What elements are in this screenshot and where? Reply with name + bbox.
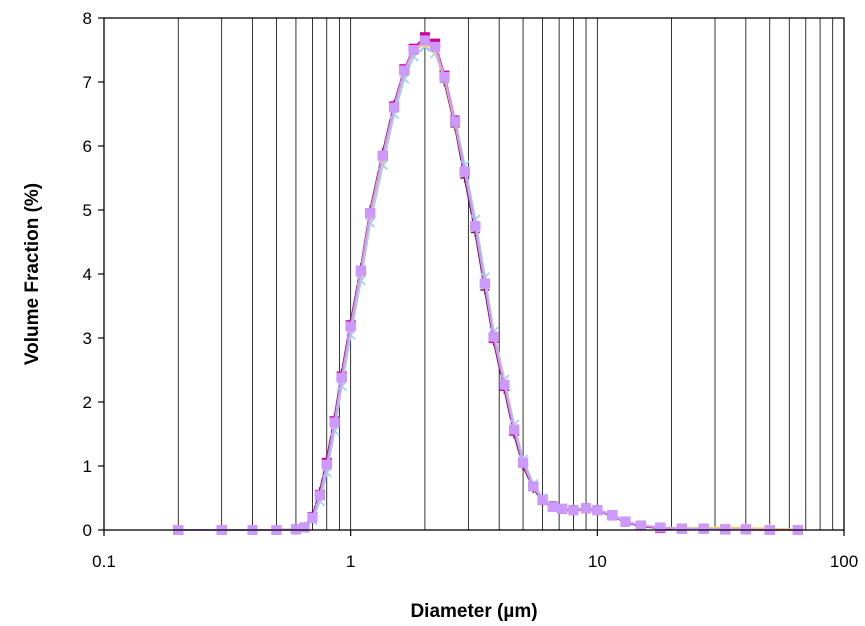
data-point — [377, 150, 388, 161]
data-point — [509, 424, 520, 435]
data-point — [389, 102, 400, 113]
data-point — [419, 35, 430, 46]
data-point — [439, 71, 450, 82]
y-tick-label: 5 — [83, 201, 92, 220]
data-point — [592, 505, 603, 516]
y-axis-title: Volume Fraction (%) — [22, 183, 43, 365]
data-point — [470, 221, 481, 231]
data-point — [459, 166, 470, 177]
data-point — [635, 520, 646, 531]
y-tick-label: 7 — [83, 73, 92, 92]
y-tick-label: 3 — [83, 329, 92, 348]
x-tick-label: 1 — [346, 552, 355, 571]
data-point — [655, 522, 666, 533]
data-point — [345, 321, 356, 332]
y-tick-label: 4 — [83, 265, 92, 284]
data-point — [537, 494, 548, 505]
y-tick-label: 6 — [83, 137, 92, 156]
series-group — [173, 32, 803, 536]
x-tick-label: 100 — [830, 552, 858, 571]
x-tick-label: 0.1 — [92, 552, 116, 571]
x-axis-title: Diameter (µm) — [410, 601, 537, 622]
data-point — [581, 503, 592, 514]
plot-background — [104, 18, 844, 530]
data-point — [488, 331, 499, 342]
data-point — [299, 522, 310, 533]
x-axis: 0.1 1 10 100 — [92, 530, 858, 571]
data-point — [399, 65, 410, 76]
data-point — [676, 523, 687, 534]
data-point — [528, 481, 539, 492]
series-line — [178, 39, 798, 531]
data-point — [365, 208, 376, 219]
data-point — [408, 45, 419, 55]
data-point — [607, 510, 618, 521]
data-point — [430, 41, 441, 52]
data-point — [329, 417, 340, 428]
data-point — [557, 503, 568, 514]
y-axis: 0 1 2 3 4 5 6 7 8 — [83, 9, 104, 540]
data-point — [336, 380, 347, 392]
data-point — [314, 490, 325, 501]
data-point — [620, 516, 631, 527]
data-point — [518, 457, 529, 468]
data-point — [479, 278, 490, 289]
data-point — [568, 505, 579, 516]
data-point — [336, 372, 347, 383]
data-point — [321, 459, 332, 470]
data-point — [547, 501, 558, 512]
data-point — [499, 379, 510, 390]
y-tick-label: 0 — [83, 521, 92, 540]
data-point — [307, 512, 318, 523]
y-tick-label: 8 — [83, 9, 92, 28]
data-point — [345, 329, 356, 340]
data-point — [355, 265, 366, 276]
y-tick-label: 1 — [83, 457, 92, 476]
y-tick-label: 2 — [83, 393, 92, 412]
data-point — [450, 116, 461, 127]
data-point — [698, 523, 709, 534]
x-tick-label: 10 — [588, 552, 607, 571]
grid-lines — [177, 18, 834, 530]
